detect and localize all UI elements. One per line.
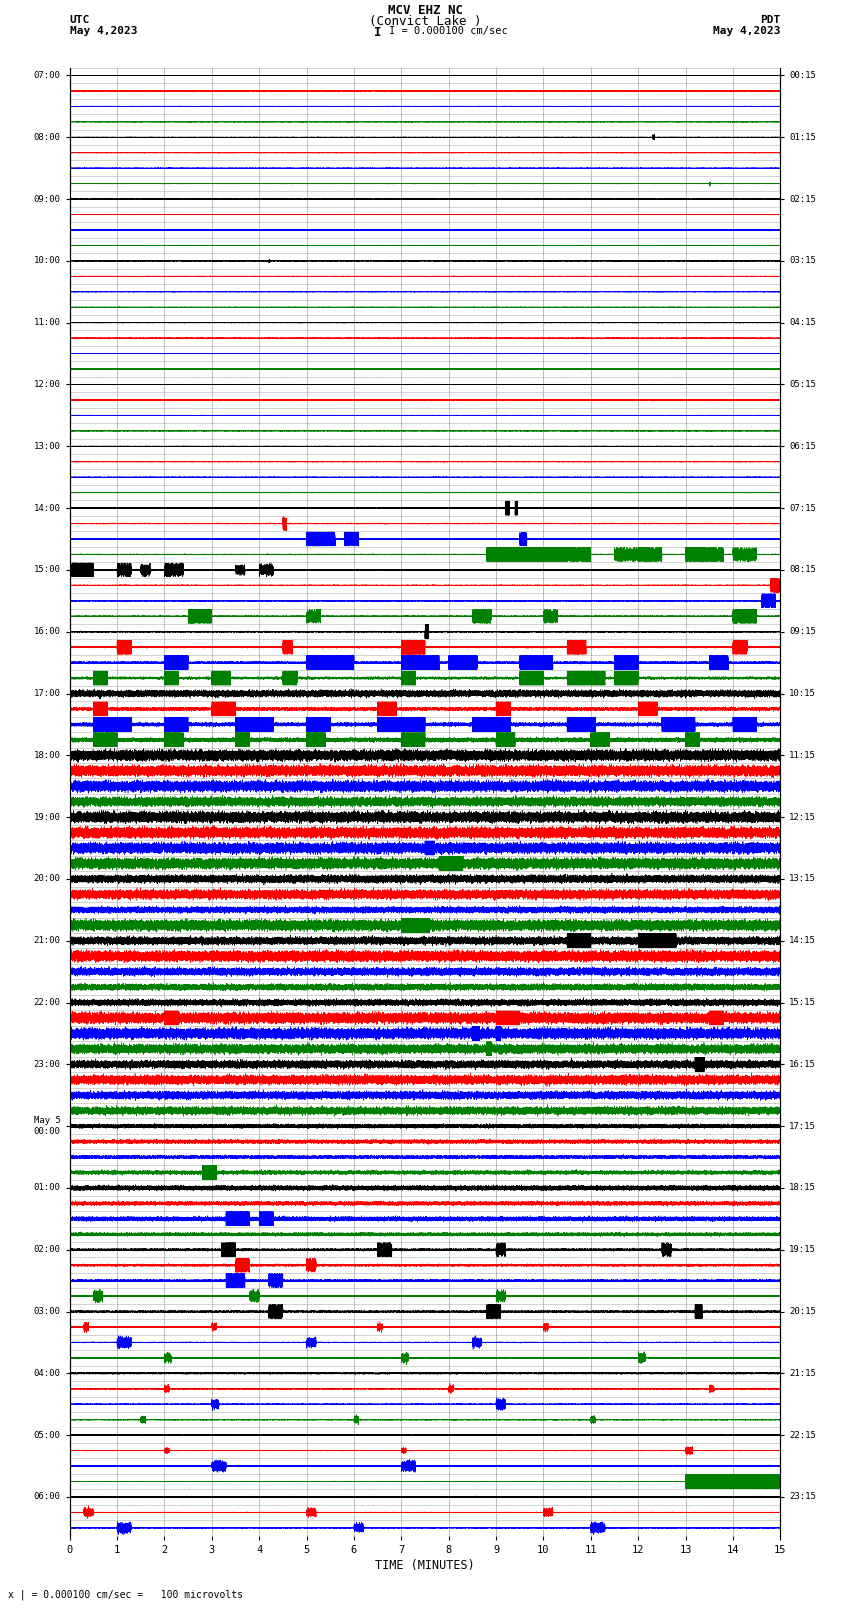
Text: (Convict Lake ): (Convict Lake ) <box>369 16 481 29</box>
X-axis label: TIME (MINUTES): TIME (MINUTES) <box>375 1558 475 1571</box>
Text: May 4,2023: May 4,2023 <box>713 26 780 35</box>
Text: MCV EHZ NC: MCV EHZ NC <box>388 5 462 18</box>
Text: I = 0.000100 cm/sec: I = 0.000100 cm/sec <box>389 26 508 35</box>
Text: UTC: UTC <box>70 16 90 26</box>
Text: x | = 0.000100 cm/sec =   100 microvolts: x | = 0.000100 cm/sec = 100 microvolts <box>8 1589 243 1600</box>
Text: May 4,2023: May 4,2023 <box>70 26 137 35</box>
Text: I: I <box>374 26 382 39</box>
Text: PDT: PDT <box>760 16 780 26</box>
